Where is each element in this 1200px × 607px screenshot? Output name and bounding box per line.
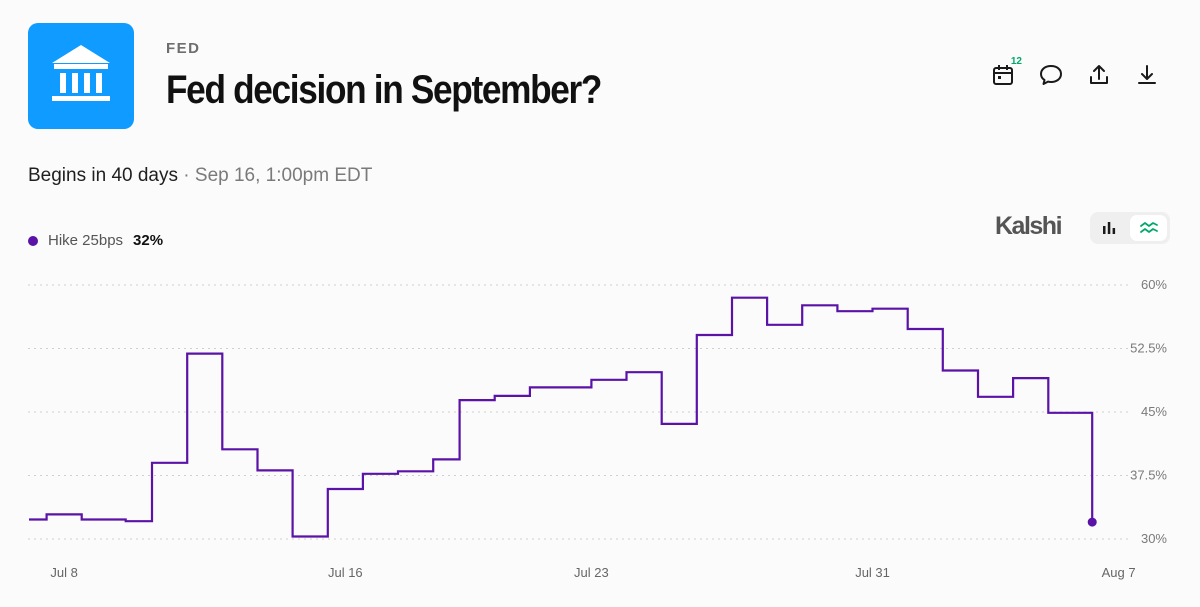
y-tick-label: 60% [1141, 277, 1167, 292]
x-tick-label: Aug 7 [1102, 565, 1136, 580]
toolbar: 12 [990, 56, 1160, 90]
comment-button[interactable] [1038, 60, 1064, 90]
y-axis: 60% 52.5% 45% 37.5% 30% [1130, 277, 1167, 546]
fed-logo [28, 23, 134, 129]
y-tick-label: 45% [1141, 404, 1167, 419]
calendar-icon [993, 65, 1013, 85]
separator: · [183, 165, 190, 186]
x-tick-label: Jul 23 [574, 565, 609, 580]
bar-view-button[interactable] [1090, 212, 1127, 244]
brand-logo: Kalshi [995, 212, 1063, 240]
page-title: Fed decision in September? [166, 68, 602, 112]
line-chart-icon [1139, 222, 1158, 233]
chart-grid [28, 284, 1128, 540]
chart-legend: Hike 25bps 32% [28, 232, 163, 249]
y-tick-label: 30% [1141, 531, 1167, 546]
y-tick-label: 52.5% [1130, 341, 1167, 356]
chart-view-toggle [1090, 212, 1170, 244]
bank-building-icon [52, 45, 110, 101]
x-tick-label: Jul 8 [50, 565, 77, 580]
share-icon [1090, 65, 1108, 84]
x-tick-label: Jul 16 [328, 565, 363, 580]
category-label: FED [166, 40, 201, 57]
download-icon [1138, 65, 1156, 84]
series-line [29, 296, 1094, 538]
x-tick-label: Jul 31 [855, 565, 890, 580]
line-view-button[interactable] [1130, 215, 1167, 241]
y-tick-label: 37.5% [1130, 468, 1167, 483]
calendar-button[interactable]: 12 [990, 56, 1022, 90]
legend-series-value: 32% [133, 232, 164, 249]
bar-chart-icon [1102, 222, 1115, 234]
legend-series-name: Hike 25bps [48, 232, 124, 249]
begins-text: Begins in 40 days [28, 165, 178, 186]
legend-dot [28, 235, 38, 246]
series-end-point [1087, 517, 1097, 527]
event-timing: Begins in 40 days · Sep 16, 1:00pm EDT [28, 165, 372, 187]
calendar-badge: 12 [1010, 56, 1022, 67]
price-chart: 60%52.5%45%37.5%30% Jul 8 Jul 16 Jul 23 Jul… [28, 277, 1167, 580]
download-button[interactable] [1134, 60, 1160, 90]
x-axis: Jul 8 Jul 16 Jul 23 Jul 31 Aug 7 [50, 565, 1135, 580]
chart-series [29, 296, 1097, 538]
share-button[interactable] [1086, 60, 1112, 90]
event-date: Sep 16, 1:00pm EDT [194, 165, 373, 186]
comment-icon [1040, 65, 1062, 85]
